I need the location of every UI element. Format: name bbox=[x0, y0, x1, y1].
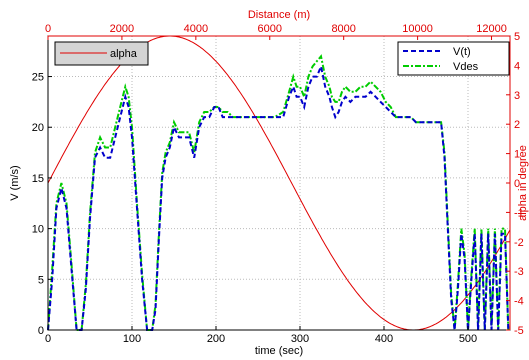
x-top-tick-label: 10000 bbox=[402, 23, 433, 35]
legend-alpha-label: alpha bbox=[110, 48, 138, 60]
y-tick-label: 15 bbox=[32, 173, 44, 185]
legend-vt-label: V(t) bbox=[453, 46, 471, 58]
x-tick-label: 400 bbox=[375, 333, 393, 345]
series-vdes-line bbox=[47, 54, 510, 331]
y-tick-label: 5 bbox=[38, 274, 44, 286]
y-right-axis-label: alpha in degree bbox=[517, 145, 529, 221]
y-tick-label: 10 bbox=[32, 224, 44, 236]
x-top-axis-label: Distance (m) bbox=[248, 9, 310, 21]
y-right-tick-label: 0 bbox=[514, 178, 520, 190]
x-top-tick-label: 0 bbox=[45, 23, 51, 35]
y-right-tick-label: 2 bbox=[514, 119, 520, 131]
x-tick-label: 300 bbox=[291, 333, 309, 345]
legend-vdes-label: Vdes bbox=[453, 61, 479, 73]
series-vt-line bbox=[47, 63, 510, 331]
x-axis-label: time (sec) bbox=[255, 345, 303, 357]
y-right-tick-label: 4 bbox=[514, 60, 520, 72]
x-top-tick-label: 8000 bbox=[331, 23, 355, 35]
x-tick-label: 0 bbox=[45, 333, 51, 345]
y-axis-label: V (m/s) bbox=[9, 165, 21, 200]
y-right-tick-label: 5 bbox=[514, 31, 520, 43]
y-right-tick-label: -5 bbox=[514, 325, 524, 337]
y-tick-label: 0 bbox=[38, 325, 44, 337]
x-tick-label: 100 bbox=[123, 333, 141, 345]
x-top-tick-label: 6000 bbox=[258, 23, 282, 35]
y-right-tick-label: -3 bbox=[514, 266, 524, 278]
y-right-tick-label: 1 bbox=[514, 149, 520, 161]
y-right-tick-label: -1 bbox=[514, 207, 524, 219]
legend-alpha: alpha bbox=[54, 41, 149, 66]
y-right-tick-label: 3 bbox=[514, 90, 520, 102]
y-tick-label: 20 bbox=[32, 122, 44, 134]
x-top-tick-label: 4000 bbox=[184, 23, 208, 35]
x-tick-label: 500 bbox=[459, 333, 477, 345]
y-tick-label: 25 bbox=[32, 72, 44, 84]
legend-velocity-box bbox=[397, 41, 510, 76]
x-top-tick-label: 12000 bbox=[476, 23, 507, 35]
y-right-tick-label: -2 bbox=[514, 237, 524, 249]
x-tick-label: 200 bbox=[207, 333, 225, 345]
x-top-tick-label: 2000 bbox=[110, 23, 134, 35]
y-right-tick-label: -4 bbox=[514, 296, 524, 308]
legend-velocity: V(t) Vdes bbox=[397, 41, 510, 76]
